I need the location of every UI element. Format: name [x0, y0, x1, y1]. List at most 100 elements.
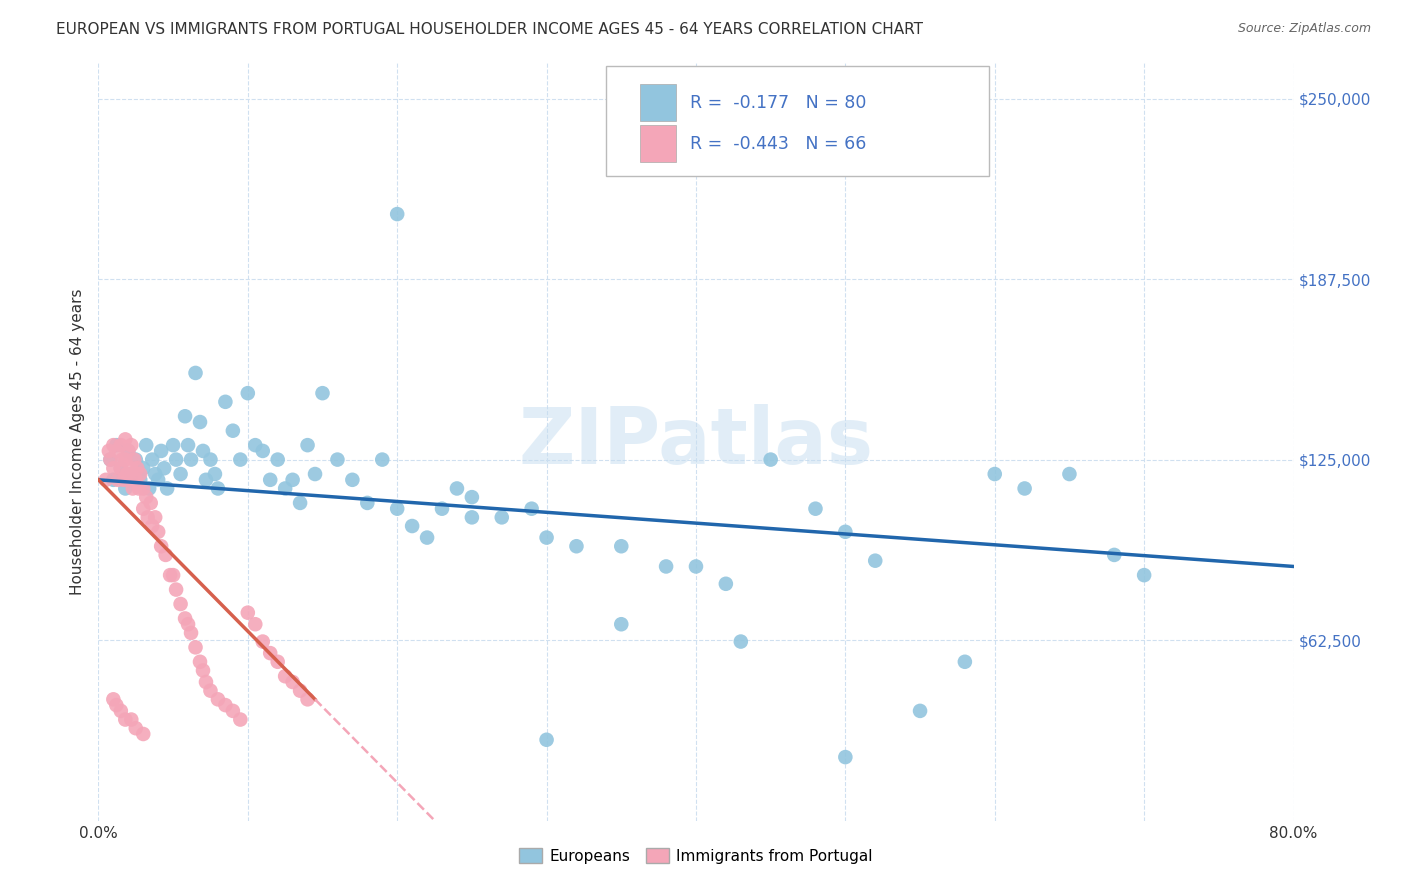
Point — [685, 559, 707, 574]
Point — [311, 386, 333, 401]
Point — [180, 452, 202, 467]
Point — [281, 675, 304, 690]
Point — [143, 467, 166, 481]
FancyBboxPatch shape — [640, 126, 676, 161]
Legend: Europeans, Immigrants from Portugal: Europeans, Immigrants from Portugal — [513, 842, 879, 870]
Text: EUROPEAN VS IMMIGRANTS FROM PORTUGAL HOUSEHOLDER INCOME AGES 45 - 64 YEARS CORRE: EUROPEAN VS IMMIGRANTS FROM PORTUGAL HOU… — [56, 22, 924, 37]
Point — [326, 452, 349, 467]
Point — [416, 531, 439, 545]
Point — [953, 655, 976, 669]
Point — [114, 482, 136, 496]
Point — [120, 461, 142, 475]
Point — [141, 519, 163, 533]
Point — [139, 496, 162, 510]
Point — [177, 617, 200, 632]
Point — [135, 438, 157, 452]
Point — [120, 467, 142, 481]
Text: R =  -0.443   N = 66: R = -0.443 N = 66 — [690, 135, 866, 153]
Point — [132, 501, 155, 516]
Point — [188, 415, 211, 429]
Point — [461, 510, 484, 524]
FancyBboxPatch shape — [606, 66, 988, 177]
Point — [195, 473, 218, 487]
Point — [446, 482, 468, 496]
Point — [385, 501, 409, 516]
Point — [141, 452, 163, 467]
Point — [655, 559, 678, 574]
Point — [297, 438, 319, 452]
Point — [730, 634, 752, 648]
Point — [1104, 548, 1126, 562]
Point — [117, 473, 139, 487]
FancyBboxPatch shape — [640, 85, 676, 120]
Point — [103, 438, 125, 452]
Point — [385, 207, 409, 221]
Point — [267, 452, 290, 467]
Point — [252, 634, 274, 648]
Point — [98, 452, 122, 467]
Point — [120, 438, 142, 452]
Point — [610, 617, 633, 632]
Point — [536, 531, 558, 545]
Point — [565, 539, 588, 553]
Point — [184, 640, 207, 655]
Point — [162, 438, 184, 452]
Point — [129, 467, 152, 481]
Point — [214, 394, 236, 409]
Point — [150, 444, 173, 458]
Point — [304, 467, 326, 481]
Point — [112, 473, 135, 487]
Point — [125, 473, 148, 487]
Point — [222, 424, 245, 438]
Point — [252, 444, 274, 458]
Point — [103, 461, 125, 475]
Point — [1014, 482, 1036, 496]
Text: Source: ZipAtlas.com: Source: ZipAtlas.com — [1237, 22, 1371, 36]
Point — [207, 482, 229, 496]
Point — [236, 386, 259, 401]
Point — [214, 698, 236, 712]
Point — [125, 721, 148, 735]
Point — [259, 646, 281, 660]
Point — [834, 750, 856, 764]
Point — [132, 482, 155, 496]
Point — [191, 444, 214, 458]
Point — [430, 501, 453, 516]
Point — [401, 519, 423, 533]
Point — [169, 467, 191, 481]
Point — [204, 467, 226, 481]
Point — [177, 438, 200, 452]
Point — [267, 655, 290, 669]
Point — [114, 433, 136, 447]
Point — [342, 473, 364, 487]
Point — [120, 713, 142, 727]
Point — [229, 713, 252, 727]
Point — [111, 452, 134, 467]
Point — [110, 438, 132, 452]
Point — [165, 582, 187, 597]
Point — [245, 617, 267, 632]
Text: ZIPatlas: ZIPatlas — [519, 403, 873, 480]
Point — [125, 452, 148, 467]
Point — [124, 452, 146, 467]
Point — [195, 675, 218, 690]
Point — [132, 461, 155, 475]
Point — [191, 664, 214, 678]
Point — [110, 704, 132, 718]
Point — [165, 452, 187, 467]
Point — [207, 692, 229, 706]
Point — [180, 626, 202, 640]
Point — [127, 461, 149, 475]
Point — [156, 482, 179, 496]
Point — [117, 444, 139, 458]
Point — [153, 461, 176, 475]
Point — [297, 692, 319, 706]
Point — [110, 461, 132, 475]
Point — [105, 438, 128, 452]
Y-axis label: Householder Income Ages 45 - 64 years: Householder Income Ages 45 - 64 years — [70, 288, 86, 595]
Point — [155, 548, 177, 562]
Point — [97, 444, 120, 458]
Point — [114, 452, 136, 467]
Point — [520, 501, 543, 516]
Point — [143, 510, 166, 524]
